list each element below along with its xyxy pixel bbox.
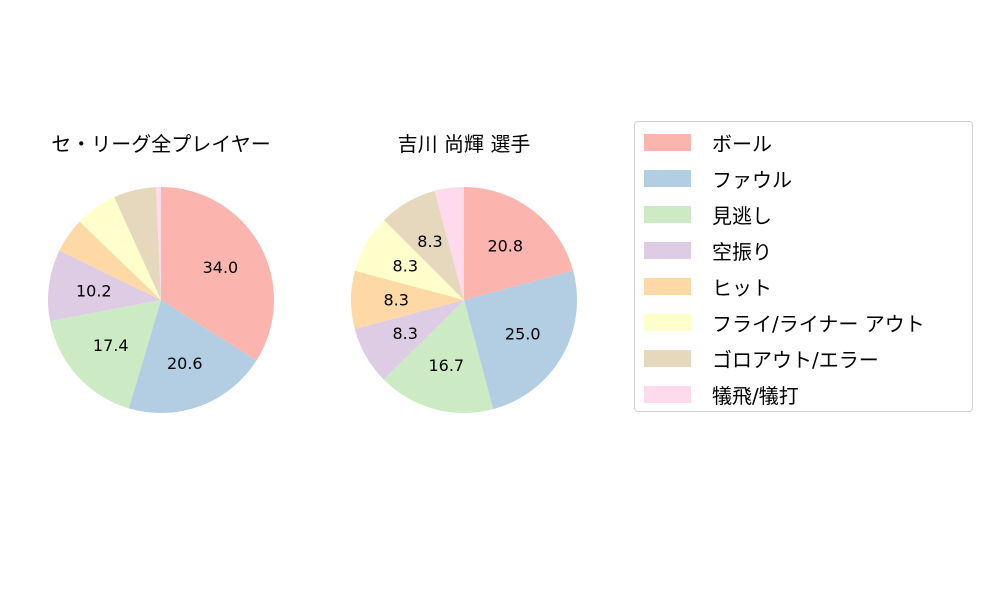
legend-item-ball: ボール bbox=[644, 132, 772, 156]
pie-slice bbox=[354, 220, 464, 300]
slice-value-label: 25.0 bbox=[505, 324, 541, 343]
legend-label: ボール bbox=[712, 131, 772, 156]
legend-label: ファウル bbox=[712, 167, 792, 192]
pie-slice bbox=[354, 300, 464, 380]
slice-value-label: 34.0 bbox=[203, 258, 239, 277]
legend-item-sacrifice: 犠飛/犠打 bbox=[644, 384, 799, 408]
slice-value-label: 20.8 bbox=[487, 237, 523, 256]
legend-swatch bbox=[644, 277, 691, 295]
pie-slice bbox=[464, 270, 577, 410]
legend-item-swinging: 空振り bbox=[644, 240, 772, 264]
pie-slice bbox=[434, 187, 464, 300]
pie-slice bbox=[114, 187, 161, 300]
legend-item-hit: ヒット bbox=[644, 276, 772, 300]
slice-value-label: 17.4 bbox=[93, 336, 129, 355]
slice-value-label: 10.2 bbox=[76, 282, 112, 301]
pie-slice bbox=[59, 221, 162, 300]
legend-item-ground-out-error: ゴロアウト/エラー bbox=[644, 348, 879, 372]
legend-label: ゴロアウト/エラー bbox=[712, 347, 879, 372]
pie-slice bbox=[351, 270, 464, 329]
slice-value-label: 16.7 bbox=[428, 356, 464, 375]
pie-slice bbox=[79, 197, 161, 300]
pie-slice bbox=[161, 187, 274, 361]
legend-label: 空振り bbox=[712, 239, 772, 264]
slice-value-label: 20.6 bbox=[167, 354, 203, 373]
slice-value-label: 8.3 bbox=[393, 257, 418, 276]
legend-label: 犠飛/犠打 bbox=[712, 383, 799, 408]
slice-value-label: 8.3 bbox=[417, 232, 442, 251]
legend-label: ヒット bbox=[712, 275, 772, 300]
pie-slice bbox=[384, 190, 464, 300]
slice-value-label: 8.3 bbox=[383, 290, 408, 309]
legend-label: 見逃し bbox=[712, 203, 772, 228]
legend-swatch bbox=[644, 169, 691, 187]
legend-item-fly-liner-out: フライ/ライナー アウト bbox=[644, 312, 925, 336]
legend-label: フライ/ライナー アウト bbox=[712, 311, 925, 336]
legend-swatch bbox=[644, 385, 691, 403]
pie-slice bbox=[383, 300, 494, 413]
pie-slice bbox=[464, 187, 574, 300]
legend-swatch bbox=[644, 133, 691, 151]
chart-title-player: 吉川 尚輝 選手 bbox=[397, 132, 531, 156]
pie-slice bbox=[48, 250, 161, 322]
chart-title-league: セ・リーグ全プレイヤー bbox=[51, 132, 271, 156]
legend-swatch bbox=[644, 241, 691, 259]
legend-swatch bbox=[644, 205, 691, 223]
legend-item-looking: 見逃し bbox=[644, 204, 772, 228]
pie-slice bbox=[128, 300, 257, 413]
pie-slice bbox=[156, 187, 161, 300]
slice-value-label: 8.3 bbox=[392, 324, 417, 343]
legend: ボール ファウル 見逃し 空振り ヒット フライ/ライナー アウト ゴロアウト/… bbox=[634, 121, 973, 412]
legend-swatch bbox=[644, 349, 691, 367]
legend-swatch bbox=[644, 313, 691, 331]
pie-slice bbox=[50, 300, 161, 409]
legend-item-foul: ファウル bbox=[644, 168, 792, 192]
